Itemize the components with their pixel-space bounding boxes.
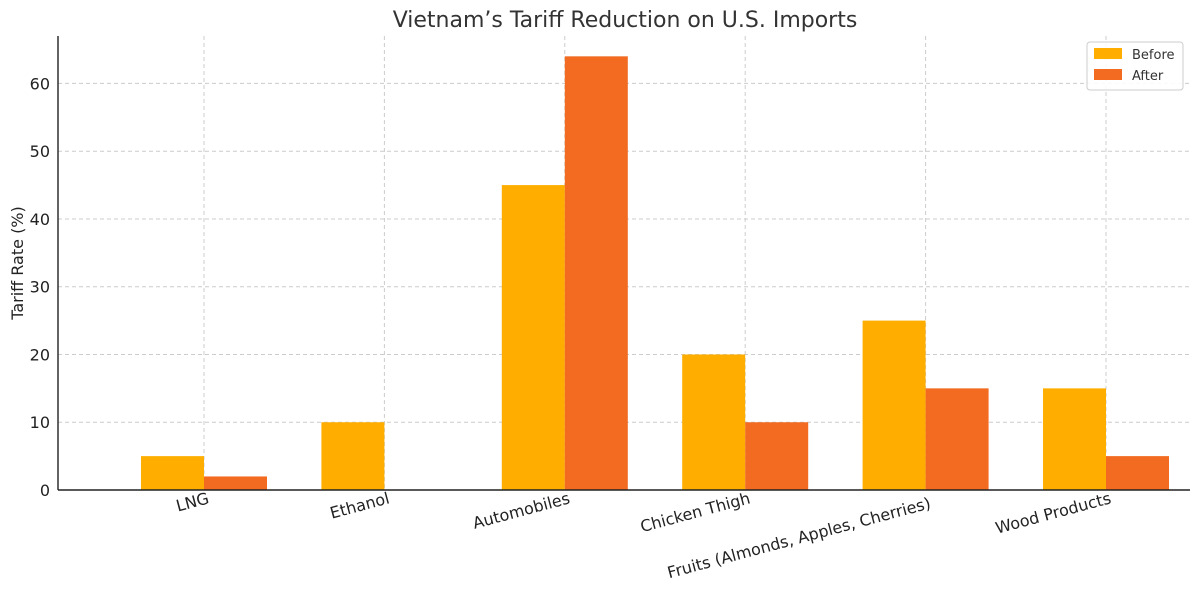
legend-swatch-after: [1094, 69, 1122, 80]
y-tick-label: 20: [30, 345, 50, 364]
y-tick-label: 30: [30, 278, 50, 297]
x-tick-label: Wood Products: [993, 489, 1113, 538]
bar-before-3: [682, 354, 746, 490]
x-tick-label: LNG: [174, 489, 211, 516]
x-tick-label: Ethanol: [328, 489, 392, 523]
legend-label-before: Before: [1132, 48, 1175, 63]
bar-after-2: [564, 56, 628, 490]
bar-before-5: [1043, 388, 1106, 490]
x-tick-label: Chicken Thigh: [638, 489, 752, 537]
x-tick-label: Automobiles: [471, 489, 572, 533]
chart-title: Vietnam’s Tariff Reduction on U.S. Impor…: [393, 8, 858, 33]
legend: Before After: [1086, 41, 1184, 91]
bar-before-2: [501, 185, 565, 490]
y-tick-label: 0: [40, 481, 50, 500]
y-tick-label: 60: [30, 74, 50, 93]
y-tick-label: 50: [30, 142, 50, 161]
bar-after-3: [745, 422, 809, 490]
legend-label-after: After: [1132, 69, 1164, 84]
bar-before-4: [862, 320, 926, 490]
bars: [141, 56, 1169, 490]
bar-before-1: [321, 422, 385, 490]
y-tick-label: 10: [30, 413, 50, 432]
y-axis-label: Tariff Rate (%): [8, 206, 27, 321]
bar-after-0: [204, 476, 267, 490]
bar-after-4: [925, 388, 989, 490]
axes: [57, 36, 1190, 491]
bar-after-5: [1106, 456, 1169, 490]
y-tick-label: 40: [30, 210, 50, 229]
legend-swatch-before: [1094, 48, 1122, 59]
bar-before-0: [141, 456, 204, 490]
